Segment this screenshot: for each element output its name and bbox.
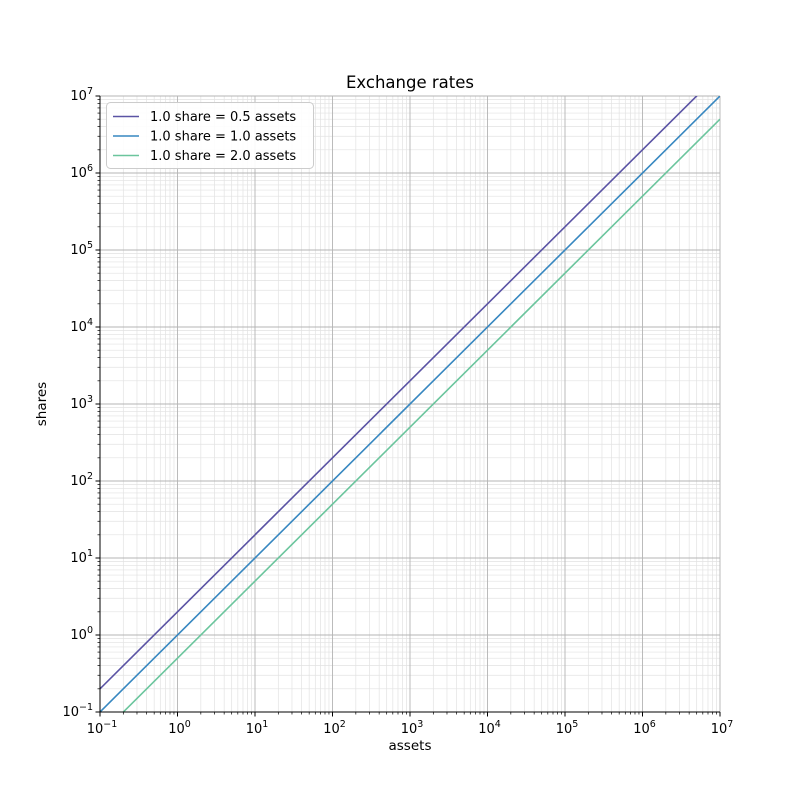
y-tick-label: 107 — [70, 86, 93, 104]
legend-entry-2: 1.0 share = 2.0 assets — [113, 149, 296, 164]
series-line-0 — [100, 96, 698, 690]
y-tick-label: 102 — [70, 471, 93, 489]
x-tick-label: 10−1 — [87, 719, 118, 737]
x-tick-labels: 10−1 100 101 102 103 104 105 106 107 — [87, 719, 734, 737]
series-line-1 — [100, 96, 720, 712]
x-tick-label: 104 — [478, 719, 501, 737]
y-tick-label: 10−1 — [62, 702, 93, 720]
legend-label: 1.0 share = 0.5 assets — [150, 110, 296, 125]
x-tick-label: 101 — [246, 719, 269, 737]
x-tick-label: 103 — [401, 719, 424, 737]
legend: 1.0 share = 0.5 assets 1.0 share = 1.0 as… — [106, 102, 314, 169]
legend-box — [106, 102, 314, 169]
legend-label: 1.0 share = 1.0 assets — [150, 130, 296, 145]
x-tick-label: 105 — [556, 719, 579, 737]
legend-label: 1.0 share = 2.0 assets — [150, 149, 296, 164]
legend-entry-1: 1.0 share = 1.0 assets — [113, 130, 296, 145]
y-tick-label: 104 — [70, 317, 93, 335]
y-tick-label: 103 — [70, 394, 93, 412]
x-axis-label: assets — [389, 738, 432, 754]
x-tick-label: 102 — [323, 719, 346, 737]
y-axis-label: shares — [34, 382, 50, 426]
y-tick-label: 106 — [70, 163, 93, 181]
x-tick-label: 100 — [168, 719, 191, 737]
y-tick-labels: 10−1 100 101 102 103 104 105 106 107 — [62, 86, 93, 720]
chart-title: Exchange rates — [346, 73, 474, 92]
axis-ticks — [95, 95, 721, 717]
y-tick-label: 100 — [70, 625, 93, 643]
x-tick-label: 107 — [711, 719, 734, 737]
y-tick-label: 101 — [70, 548, 93, 566]
series-lines — [100, 96, 720, 712]
legend-entry-0: 1.0 share = 0.5 assets — [113, 110, 296, 125]
series-line-2 — [122, 118, 720, 712]
y-tick-label: 105 — [70, 240, 93, 258]
x-tick-label: 106 — [633, 719, 656, 737]
